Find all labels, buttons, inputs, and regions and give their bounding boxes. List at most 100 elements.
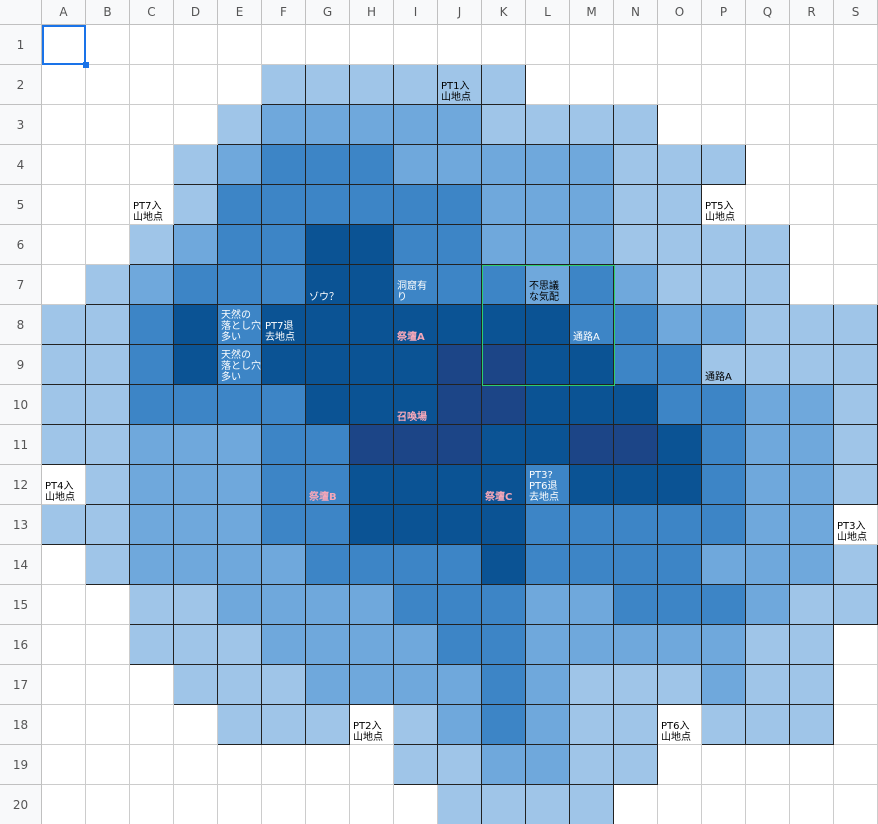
cell[interactable] [790, 545, 834, 585]
cell[interactable]: ゾウ？ [306, 265, 350, 305]
cell[interactable] [746, 345, 790, 385]
cell[interactable] [130, 465, 174, 505]
cell[interactable] [174, 745, 218, 785]
cell[interactable] [658, 625, 702, 665]
cell[interactable] [262, 745, 306, 785]
cell[interactable]: 祭壇A [394, 305, 438, 345]
column-header[interactable]: C [130, 0, 174, 25]
cell[interactable] [658, 185, 702, 225]
cell[interactable] [174, 465, 218, 505]
cell[interactable] [526, 705, 570, 745]
cell[interactable] [394, 665, 438, 705]
cell[interactable] [262, 705, 306, 745]
cell[interactable] [218, 665, 262, 705]
cell[interactable] [526, 305, 570, 345]
cell[interactable] [834, 225, 878, 265]
cell[interactable] [174, 225, 218, 265]
cell[interactable] [746, 145, 790, 185]
cell[interactable] [658, 65, 702, 105]
cell[interactable] [526, 345, 570, 385]
cell[interactable] [218, 785, 262, 824]
cell[interactable] [438, 345, 482, 385]
cell[interactable] [42, 265, 86, 305]
cell[interactable] [570, 705, 614, 745]
cell[interactable] [174, 265, 218, 305]
cell[interactable]: PT1入 山地点 [438, 65, 482, 105]
cell[interactable] [658, 25, 702, 65]
cell[interactable] [350, 25, 394, 65]
cell[interactable] [482, 305, 526, 345]
cell[interactable] [218, 65, 262, 105]
row-header[interactable]: 6 [0, 225, 42, 265]
cell[interactable] [42, 545, 86, 585]
cell[interactable] [350, 385, 394, 425]
cell[interactable] [702, 665, 746, 705]
cell[interactable] [262, 65, 306, 105]
cell[interactable] [394, 545, 438, 585]
cell[interactable] [174, 785, 218, 824]
cell[interactable]: PT4入 山地点 [42, 465, 86, 505]
cell[interactable]: PT6入 山地点 [658, 705, 702, 745]
cell[interactable] [306, 585, 350, 625]
cell[interactable] [438, 465, 482, 505]
cell[interactable] [42, 745, 86, 785]
cell[interactable] [746, 65, 790, 105]
cell[interactable] [790, 625, 834, 665]
cell[interactable] [42, 625, 86, 665]
cell[interactable] [262, 345, 306, 385]
cell[interactable] [614, 665, 658, 705]
cell[interactable] [482, 345, 526, 385]
cell[interactable] [174, 425, 218, 465]
cell[interactable] [86, 785, 130, 824]
cell[interactable] [394, 785, 438, 824]
cell[interactable] [482, 145, 526, 185]
column-header[interactable]: R [790, 0, 834, 25]
cell[interactable] [570, 385, 614, 425]
cell[interactable] [526, 185, 570, 225]
cell[interactable] [658, 105, 702, 145]
cell[interactable] [394, 745, 438, 785]
cell[interactable] [262, 425, 306, 465]
cell[interactable] [834, 625, 878, 665]
cell[interactable] [86, 705, 130, 745]
cell[interactable] [702, 505, 746, 545]
cell[interactable] [130, 345, 174, 385]
cell[interactable] [306, 545, 350, 585]
cell[interactable] [570, 225, 614, 265]
cell[interactable] [174, 545, 218, 585]
cell[interactable] [130, 785, 174, 824]
cell[interactable] [350, 585, 394, 625]
cell[interactable] [746, 585, 790, 625]
cell[interactable] [834, 745, 878, 785]
row-header[interactable]: 9 [0, 345, 42, 385]
row-header[interactable]: 10 [0, 385, 42, 425]
cell[interactable] [130, 425, 174, 465]
cell[interactable] [746, 745, 790, 785]
cell[interactable] [218, 465, 262, 505]
cell[interactable] [614, 505, 658, 545]
cell[interactable] [86, 505, 130, 545]
column-header[interactable]: N [614, 0, 658, 25]
cell[interactable] [526, 625, 570, 665]
cell[interactable] [526, 105, 570, 145]
cell[interactable] [834, 385, 878, 425]
cell[interactable] [306, 105, 350, 145]
cell[interactable] [218, 745, 262, 785]
cell[interactable] [306, 745, 350, 785]
cell[interactable] [130, 705, 174, 745]
cell[interactable] [86, 745, 130, 785]
cell[interactable] [834, 785, 878, 824]
cell[interactable] [746, 545, 790, 585]
cell[interactable] [350, 345, 394, 385]
cell[interactable] [306, 185, 350, 225]
cell[interactable] [746, 25, 790, 65]
cell[interactable] [482, 545, 526, 585]
cell[interactable] [702, 705, 746, 745]
row-header[interactable]: 2 [0, 65, 42, 105]
column-header[interactable]: Q [746, 0, 790, 25]
cell[interactable] [262, 545, 306, 585]
cell[interactable] [658, 225, 702, 265]
cell[interactable] [658, 665, 702, 705]
cell[interactable] [174, 505, 218, 545]
cell[interactable] [526, 25, 570, 65]
